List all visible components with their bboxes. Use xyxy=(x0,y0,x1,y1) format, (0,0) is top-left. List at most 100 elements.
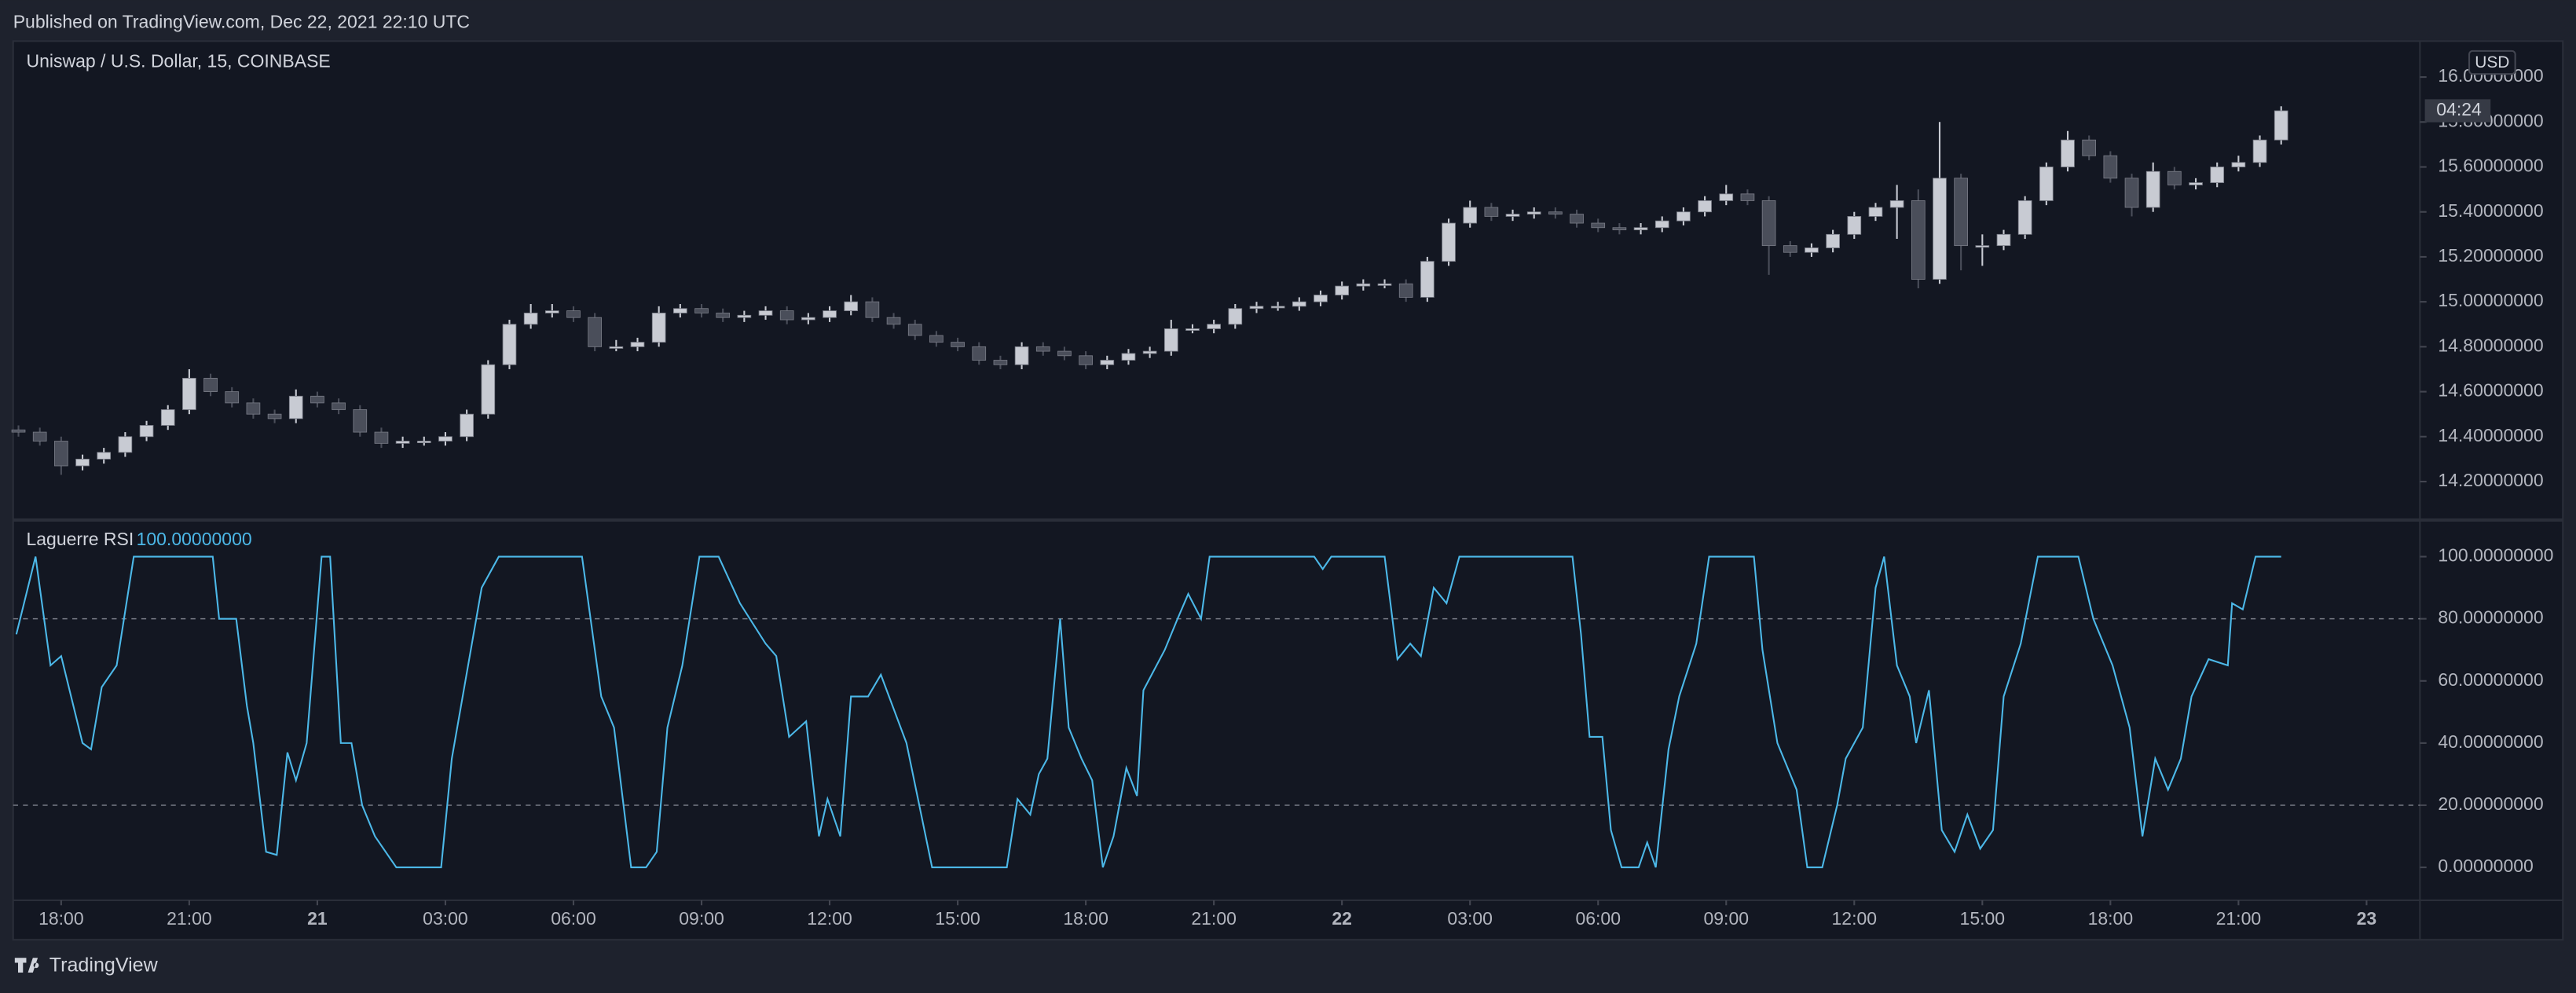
x-tick-label: 12:00 xyxy=(1832,908,1878,929)
candle-body xyxy=(993,360,1008,365)
candle-body xyxy=(2061,139,2075,167)
candle-body xyxy=(1612,227,1627,231)
candle-body xyxy=(1163,328,1178,352)
logo xyxy=(14,958,39,973)
candle-body xyxy=(353,409,368,433)
countdown: 04:24 xyxy=(2436,99,2482,119)
candle-body xyxy=(246,402,261,415)
candle-body xyxy=(54,441,68,467)
candle-body xyxy=(75,458,90,467)
plot-layer: 14.20000000 14.40000000 14.60000000 14.8000… xyxy=(11,49,2553,929)
candle-body xyxy=(1121,353,1136,361)
candle-body xyxy=(1463,207,1478,224)
candle-body xyxy=(1185,328,1200,331)
candle-body xyxy=(779,310,794,321)
candle-body xyxy=(1249,306,1264,310)
candle-body xyxy=(907,324,922,336)
indicator-value: 100.00000000 xyxy=(137,529,252,549)
candle-body xyxy=(823,310,837,318)
currency-badge xyxy=(2468,49,2516,75)
x-tick-label: 22 xyxy=(1332,908,1352,929)
candle-body xyxy=(1654,220,1669,229)
x-tick-label: 18:00 xyxy=(1063,908,1108,929)
candle-body xyxy=(1698,200,1712,213)
candle-body xyxy=(160,409,175,426)
candle-body xyxy=(2082,139,2097,156)
x-tick-label: 21:00 xyxy=(1191,908,1237,929)
candle-body xyxy=(374,431,389,444)
candle-body xyxy=(118,436,133,453)
y-tick-label: 40.00000000 xyxy=(2438,731,2543,752)
x-tick-label: 12:00 xyxy=(807,908,852,929)
candle-body xyxy=(2252,139,2267,163)
candle-body xyxy=(1954,178,1968,247)
candle-body xyxy=(1207,324,1221,329)
x-tick-label: 18:00 xyxy=(2088,908,2134,929)
candle-body xyxy=(1398,283,1413,298)
y-tick-label: 15.00000000 xyxy=(2438,290,2543,310)
candle-body xyxy=(1228,308,1243,325)
x-tick-label: 09:00 xyxy=(679,908,724,929)
candle-body xyxy=(609,346,624,349)
candle-body xyxy=(1996,233,2011,247)
candle-body xyxy=(225,391,240,404)
candle-body xyxy=(523,313,538,325)
candle-body xyxy=(951,342,965,347)
candle-body xyxy=(1505,214,1520,217)
y-tick-label: 14.80000000 xyxy=(2438,335,2543,355)
candle-body xyxy=(1420,261,1435,298)
candle-body xyxy=(673,308,687,313)
y-tick-label: 0.00000000 xyxy=(2438,856,2534,876)
x-tick-label: 09:00 xyxy=(1703,908,1749,929)
candle-body xyxy=(2274,110,2288,141)
brand: TradingView xyxy=(49,954,159,976)
x-tick-label: 21:00 xyxy=(167,908,212,929)
candle-body xyxy=(972,346,987,361)
candle-body xyxy=(737,314,752,318)
candle-body xyxy=(801,317,815,321)
y-tick-label: 15.20000000 xyxy=(2438,245,2543,266)
x-tick-label: 15:00 xyxy=(1960,908,2006,929)
x-tick-label: 06:00 xyxy=(551,908,596,929)
candle-body xyxy=(1484,207,1499,217)
candle-body xyxy=(97,452,112,460)
y-tick-label: 20.00000000 xyxy=(2438,793,2543,814)
candle-body xyxy=(1314,295,1328,302)
candle-body xyxy=(1377,283,1392,286)
candle-body xyxy=(886,317,901,325)
candle-body xyxy=(1356,283,1371,287)
candle-body xyxy=(1570,214,1584,224)
candle-body xyxy=(865,301,880,318)
candle-body xyxy=(1847,216,1862,235)
candle-body xyxy=(460,413,474,438)
candle-body xyxy=(588,317,602,347)
y-tick-label: 80.00000000 xyxy=(2438,607,2543,628)
candle-body xyxy=(1526,211,1541,215)
candle-body xyxy=(694,308,709,313)
candle-body xyxy=(2189,182,2203,185)
candle-body xyxy=(267,413,282,420)
symbol-legend: Uniswap / U.S. Dollar, 15, COINBASE xyxy=(26,51,330,71)
candle-body xyxy=(1100,360,1115,365)
candle-body xyxy=(481,364,496,415)
candle-body xyxy=(203,377,218,392)
candle-body xyxy=(1719,193,1734,201)
candle-body xyxy=(1889,200,1904,208)
candle-body xyxy=(1911,200,1926,280)
y-tick-label: 15.60000000 xyxy=(2438,156,2543,176)
candle-body xyxy=(1676,211,1691,222)
candle-body xyxy=(1292,301,1306,307)
candle-body xyxy=(1335,285,1350,295)
x-tick-label: 15:00 xyxy=(935,908,980,929)
candle-body xyxy=(1079,355,1093,365)
candle-body xyxy=(651,313,666,343)
candle-body xyxy=(1933,178,1947,280)
x-tick-label: 03:00 xyxy=(1447,908,1493,929)
rsi-line xyxy=(15,555,2281,869)
candle-body xyxy=(844,301,859,312)
candle-body xyxy=(2145,170,2160,208)
candle-body xyxy=(1826,233,1840,248)
y-tick-label: 100.00000000 xyxy=(2438,545,2553,566)
y-tick-label: 60.00000000 xyxy=(2438,669,2543,690)
candle-body xyxy=(716,313,731,318)
